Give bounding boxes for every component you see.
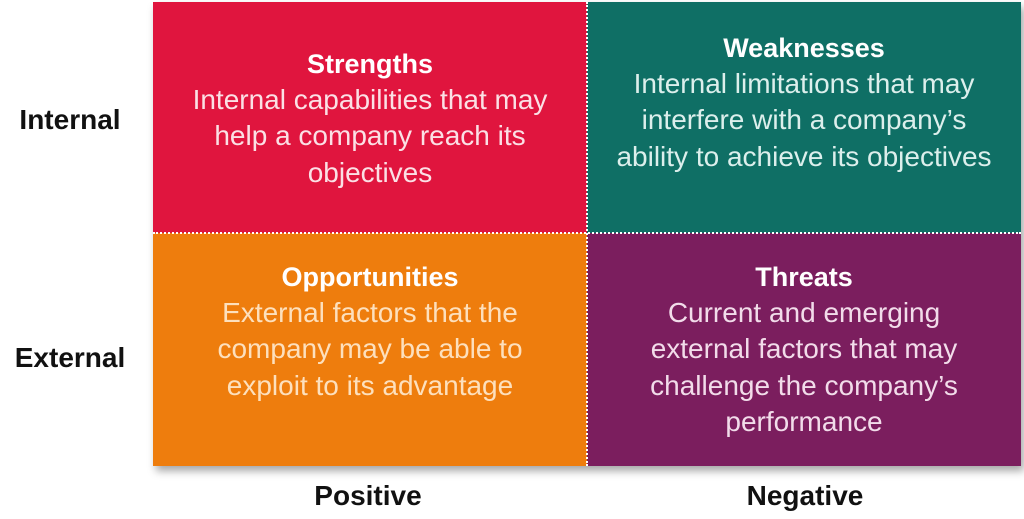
column-label-positive: Positive	[314, 480, 422, 511]
strengths-quadrant: Strengths Internal capabilities that may…	[153, 2, 587, 233]
threats-title: Threats	[755, 262, 853, 292]
strengths-title: Strengths	[306, 49, 433, 79]
opportunities-title: Opportunities	[281, 262, 459, 292]
column-label-negative: Negative	[746, 480, 864, 511]
row-label-external: External	[14, 342, 126, 373]
strengths-description: Internal capabilities that may help a co…	[192, 83, 548, 188]
weaknesses-description: Internal limitations that may interfere …	[616, 67, 992, 172]
weaknesses-quadrant: Weaknesses Internal limitations that may…	[587, 2, 1021, 233]
opportunities-quadrant: Opportunities External factors that the …	[153, 233, 587, 466]
opportunities-description: External factors that the company may be…	[217, 296, 523, 401]
swot-grid: Strengths Internal capabilities that may…	[153, 2, 1021, 466]
vertical-divider	[586, 2, 588, 466]
weaknesses-title: Weaknesses	[723, 33, 885, 63]
row-label-internal: Internal	[19, 104, 121, 135]
threats-description: Current and emerging external factors th…	[650, 296, 958, 437]
threats-quadrant: Threats Current and emerging external fa…	[587, 233, 1021, 466]
horizontal-divider	[153, 232, 1021, 234]
